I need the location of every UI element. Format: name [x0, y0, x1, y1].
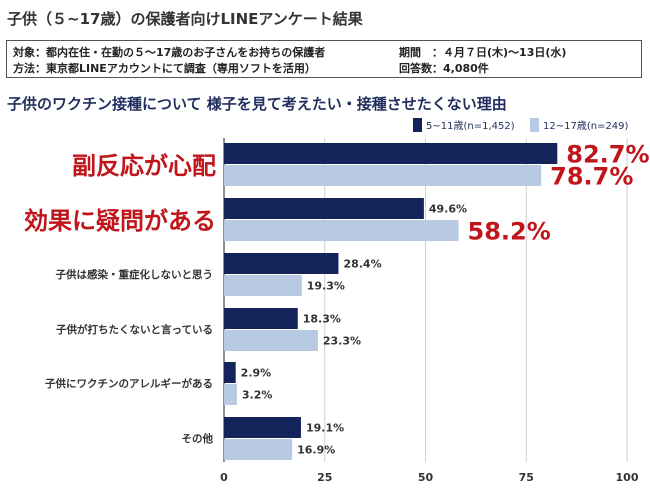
bar-series-2	[224, 165, 542, 186]
chart-title: 子供のワクチン接種について 様子を見て考えたい・接種させたくない理由	[7, 95, 507, 113]
category-label: 効果に疑問がある	[24, 207, 216, 235]
data-label: 3.2%	[242, 389, 273, 402]
survey-info-box: 対象：都内在住・在勤の５～17歳のお子さんをお持ちの保護者 期間 ：４月７日(木…	[6, 40, 642, 78]
data-label: 16.9%	[297, 444, 335, 457]
bar-series-1	[224, 253, 339, 274]
data-label: 28.4%	[343, 258, 381, 271]
data-label: 23.3%	[323, 335, 361, 348]
bar-series-1	[224, 308, 298, 329]
category-label: 子供は感染・重症化しないと思う	[56, 268, 214, 281]
data-label: 19.3%	[307, 280, 345, 293]
data-label: 2.9%	[241, 367, 272, 380]
bar-series-1	[224, 417, 301, 438]
x-tick-label: 25	[317, 471, 332, 484]
bar-series-2	[224, 275, 302, 296]
x-tick-label: 100	[616, 471, 639, 484]
legend-swatch-1	[413, 118, 422, 132]
x-tick-label: 50	[418, 471, 434, 484]
category-label: 副反応が心配	[72, 152, 216, 180]
x-tick-label: 75	[519, 471, 534, 484]
category-label: 子供にワクチンのアレルギーがある	[45, 377, 213, 390]
bar-series-2	[224, 439, 293, 460]
legend-label-2: 12~17歳(n=249)	[543, 120, 629, 132]
survey-target: 対象：都内在住・在勤の５～17歳のお子さんをお持ちの保護者	[13, 46, 326, 59]
survey-method: 方法：東京都LINEアカウントにて調査（専用ソフトを活用）	[13, 62, 316, 75]
x-tick-label: 0	[220, 471, 228, 484]
bar-series-1	[224, 362, 236, 383]
bar-series-2	[224, 220, 459, 241]
category-label: その他	[182, 432, 214, 445]
category-label: 子供が打ちたくないと言っている	[56, 323, 213, 336]
bar-series-2	[224, 384, 237, 405]
survey-responses: 回答数：4,080件	[399, 62, 489, 75]
legend-swatch-2	[530, 118, 539, 132]
data-label: 18.3%	[303, 313, 341, 326]
legend-label-1: 5~11歳(n=1,452)	[426, 120, 515, 132]
page-title: 子供（５~17歳）の保護者向けLINEアンケート結果	[7, 10, 363, 28]
data-label: 82.7%	[566, 141, 649, 169]
data-label: 19.1%	[306, 422, 344, 435]
data-label: 78.7%	[550, 163, 633, 191]
bar-series-2	[224, 330, 318, 351]
data-label: 49.6%	[429, 203, 467, 216]
data-label: 58.2%	[468, 218, 551, 246]
survey-period: 期間 ：４月７日(木)～13日(水)	[399, 46, 567, 59]
bar-series-1	[224, 198, 424, 219]
bar-series-1	[224, 143, 558, 164]
